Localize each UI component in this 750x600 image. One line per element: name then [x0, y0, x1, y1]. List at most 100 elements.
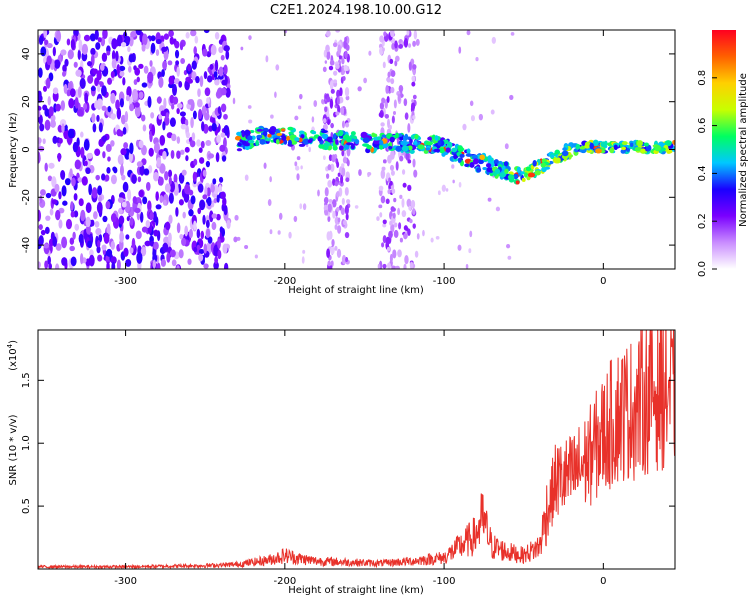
ridge-blob [534, 170, 541, 176]
noise-blob [73, 61, 78, 68]
noise-blob [51, 199, 58, 205]
ridge-blob [640, 148, 646, 153]
noise-blob [206, 187, 211, 197]
noise-blob [43, 243, 50, 249]
noise-blob [223, 64, 228, 75]
sparse-blob [468, 248, 472, 254]
stripe-blob [336, 96, 340, 105]
stripe-blob [341, 167, 346, 177]
noise-blob [130, 30, 137, 38]
ridge-blob [320, 130, 328, 134]
noise-blob [38, 105, 42, 112]
noise-blob [190, 116, 194, 129]
ridge-blob [243, 143, 251, 147]
noise-blob [102, 135, 108, 142]
sparse-blob [327, 164, 332, 171]
noise-blob [107, 156, 111, 162]
noise-blob [199, 75, 204, 88]
noise-blob [210, 44, 217, 56]
noise-blob [134, 105, 141, 118]
noise-blob [107, 105, 112, 113]
noise-blob [153, 171, 159, 182]
stripe-blob [391, 115, 395, 124]
noise-blob [64, 178, 71, 186]
stripe-blob [392, 249, 397, 259]
noise-blob [185, 131, 190, 139]
noise-blob [136, 161, 143, 168]
stripe-blob [344, 204, 349, 215]
noise-blob [98, 196, 102, 203]
noise-blob [210, 184, 215, 193]
ridge-blob [447, 141, 453, 149]
noise-blob [116, 34, 123, 47]
stripe-blob [382, 61, 386, 69]
noise-blob [54, 183, 60, 193]
noise-blob [152, 259, 156, 269]
noise-blob [97, 84, 101, 93]
noise-blob [111, 261, 116, 269]
noise-blob [116, 63, 120, 76]
noise-blob [119, 164, 124, 177]
noise-blob [217, 249, 222, 260]
stripe-blob [389, 220, 393, 226]
noise-blob [203, 30, 210, 34]
noise-blob [47, 255, 51, 265]
ridge-blob [586, 149, 593, 154]
noise-blob [214, 31, 220, 40]
sparse-blob [469, 230, 473, 238]
ridge-blob [323, 144, 329, 151]
stripe-blob [392, 212, 396, 219]
noise-blob [128, 65, 132, 73]
noise-blob [151, 124, 156, 136]
noise-blob [220, 87, 227, 96]
sparse-blob [288, 231, 292, 239]
noise-blob [159, 195, 164, 203]
stripe-blob [381, 97, 386, 104]
ridge-blob [244, 129, 251, 137]
noise-blob [216, 134, 222, 143]
sparse-blob [391, 188, 396, 194]
noise-blob [217, 238, 221, 249]
noise-blob [159, 134, 166, 146]
noise-blob [117, 154, 124, 165]
noise-blob [159, 163, 166, 174]
stripe-blob [323, 49, 327, 58]
ridge-blob [377, 136, 382, 141]
colorbar-ticks: 0.0 0.2 0.4 0.6 0.8 [697, 70, 717, 277]
sparse-blob [296, 156, 301, 161]
stripe-blob [383, 31, 387, 37]
ridge-blob [499, 172, 507, 178]
y-tick-label: 20 [21, 95, 32, 108]
noise-blob [60, 100, 66, 111]
noise-blob [129, 216, 134, 226]
ridge-blob [579, 146, 586, 150]
noise-blob [52, 135, 58, 144]
noise-blob [71, 177, 76, 187]
ridge-blob [613, 144, 618, 151]
sparse-blob [387, 189, 391, 195]
noise-blob [106, 50, 111, 56]
ridge-blob [346, 142, 354, 146]
spectrogram-marks [38, 30, 675, 269]
noise-blob [212, 178, 217, 185]
stripe-blob [387, 118, 391, 129]
ridge-blob [255, 139, 259, 147]
ridge-blob [318, 143, 325, 149]
stripe-blob [407, 159, 412, 164]
ridge-blob [236, 148, 243, 152]
stripe-blob [403, 98, 408, 107]
ridge-blob [378, 143, 384, 150]
sparse-blob [466, 30, 471, 36]
noise-blob [219, 144, 226, 152]
stripe-blob [394, 40, 398, 49]
sparse-blob [422, 229, 425, 237]
stripe-blob [384, 113, 389, 119]
noise-blob [52, 46, 56, 57]
noise-blob [160, 258, 167, 267]
sparse-blob [296, 173, 300, 181]
noise-blob [142, 124, 147, 132]
noise-blob [99, 63, 105, 71]
noise-blob [196, 139, 201, 147]
ridge-blob [485, 163, 492, 168]
sparse-blob [300, 165, 303, 170]
